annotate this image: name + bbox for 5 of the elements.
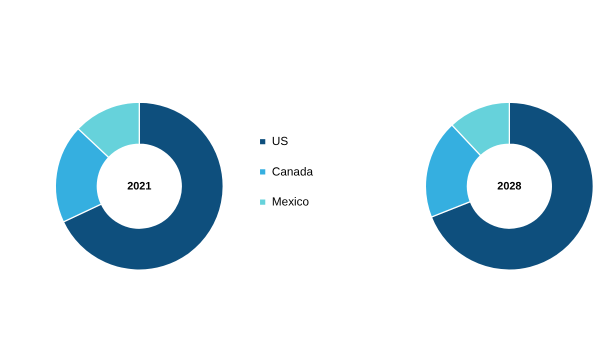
legend-label: US bbox=[272, 135, 288, 148]
text: 2028 bbox=[497, 180, 522, 193]
legend-label: Canada bbox=[272, 165, 314, 178]
text: 2021 bbox=[127, 180, 152, 193]
legend-label: Mexico bbox=[272, 195, 310, 208]
